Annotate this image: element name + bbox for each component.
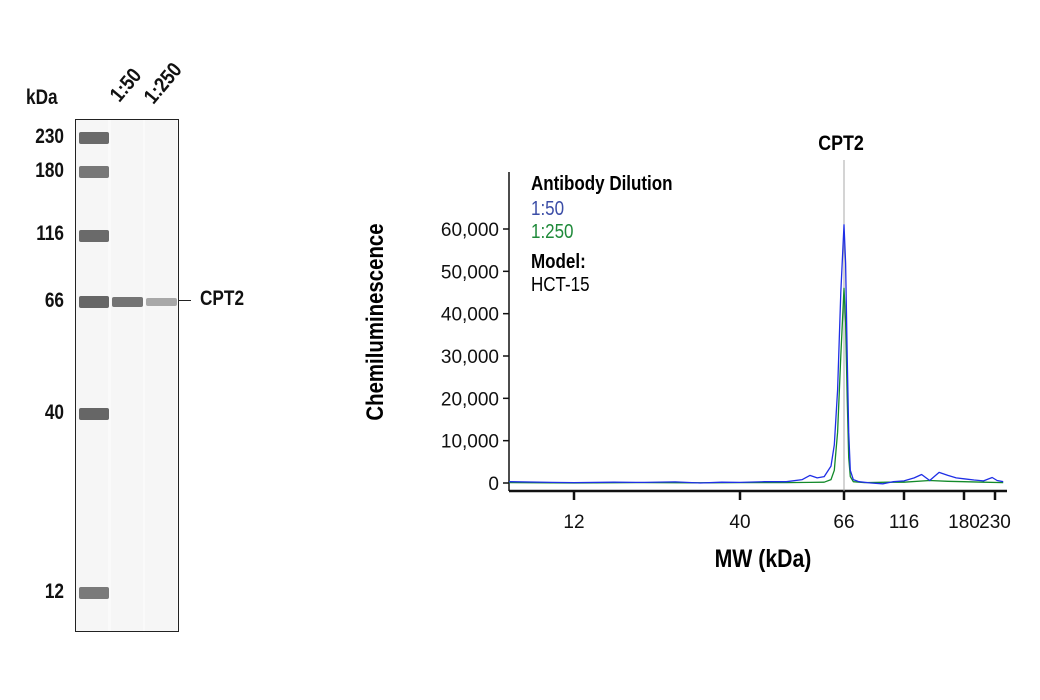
ladder-band — [79, 587, 109, 599]
series-line-1-250 — [508, 287, 1004, 484]
legend-model-value: HCT-15 — [531, 273, 590, 296]
y-tick-label: 0 — [488, 474, 499, 495]
legend-item-1-250: 1:250 — [531, 220, 574, 243]
y-tick-label: 40,000 — [441, 305, 499, 326]
x-tick-label: 66 — [833, 512, 854, 533]
marker-label: 116 — [36, 222, 64, 245]
y-tick-label: 20,000 — [441, 389, 499, 410]
marker-label: 12 — [44, 580, 64, 603]
ladder-band — [79, 408, 109, 420]
marker-label: 230 — [35, 125, 64, 148]
ladder-lane — [76, 120, 109, 631]
x-axis-label: MW (kDa) — [715, 544, 812, 572]
sample-lane-2 — [145, 120, 177, 631]
x-tick-label: 230 — [979, 512, 1011, 533]
x-tick-label: 180 — [948, 512, 980, 533]
x-tick-label: 12 — [563, 512, 584, 533]
y-tick-label: 30,000 — [441, 347, 499, 368]
marker-label: 180 — [35, 159, 64, 182]
chart-title: CPT2 — [818, 132, 864, 156]
blot-image — [75, 119, 179, 632]
target-indicator-line — [179, 300, 191, 301]
legend-title: Antibody Dilution — [531, 172, 673, 195]
x-tick-label: 116 — [889, 512, 919, 533]
y-tick-label: 60,000 — [441, 220, 499, 241]
target-label: CPT2 — [200, 287, 245, 310]
y-tick-label: 10,000 — [441, 432, 499, 453]
cpt2-band — [146, 298, 177, 306]
ladder-band — [79, 230, 109, 242]
x-tick-label: 40 — [729, 512, 750, 533]
legend-item-1-50: 1:50 — [531, 197, 564, 220]
ladder-band — [79, 166, 109, 178]
marker-label: 40 — [44, 401, 64, 424]
ladder-band — [79, 132, 109, 144]
marker-label: 66 — [44, 289, 64, 312]
cpt2-band — [112, 297, 143, 307]
sample-lane-1 — [111, 120, 143, 631]
legend-model-title: Model: — [531, 250, 586, 273]
y-tick-label: 50,000 — [441, 262, 499, 283]
y-axis-label: Chemiluminescence — [361, 223, 388, 420]
ladder-band — [79, 296, 109, 308]
series-line-1-50 — [508, 224, 1004, 485]
kda-label: kDa — [26, 86, 58, 109]
